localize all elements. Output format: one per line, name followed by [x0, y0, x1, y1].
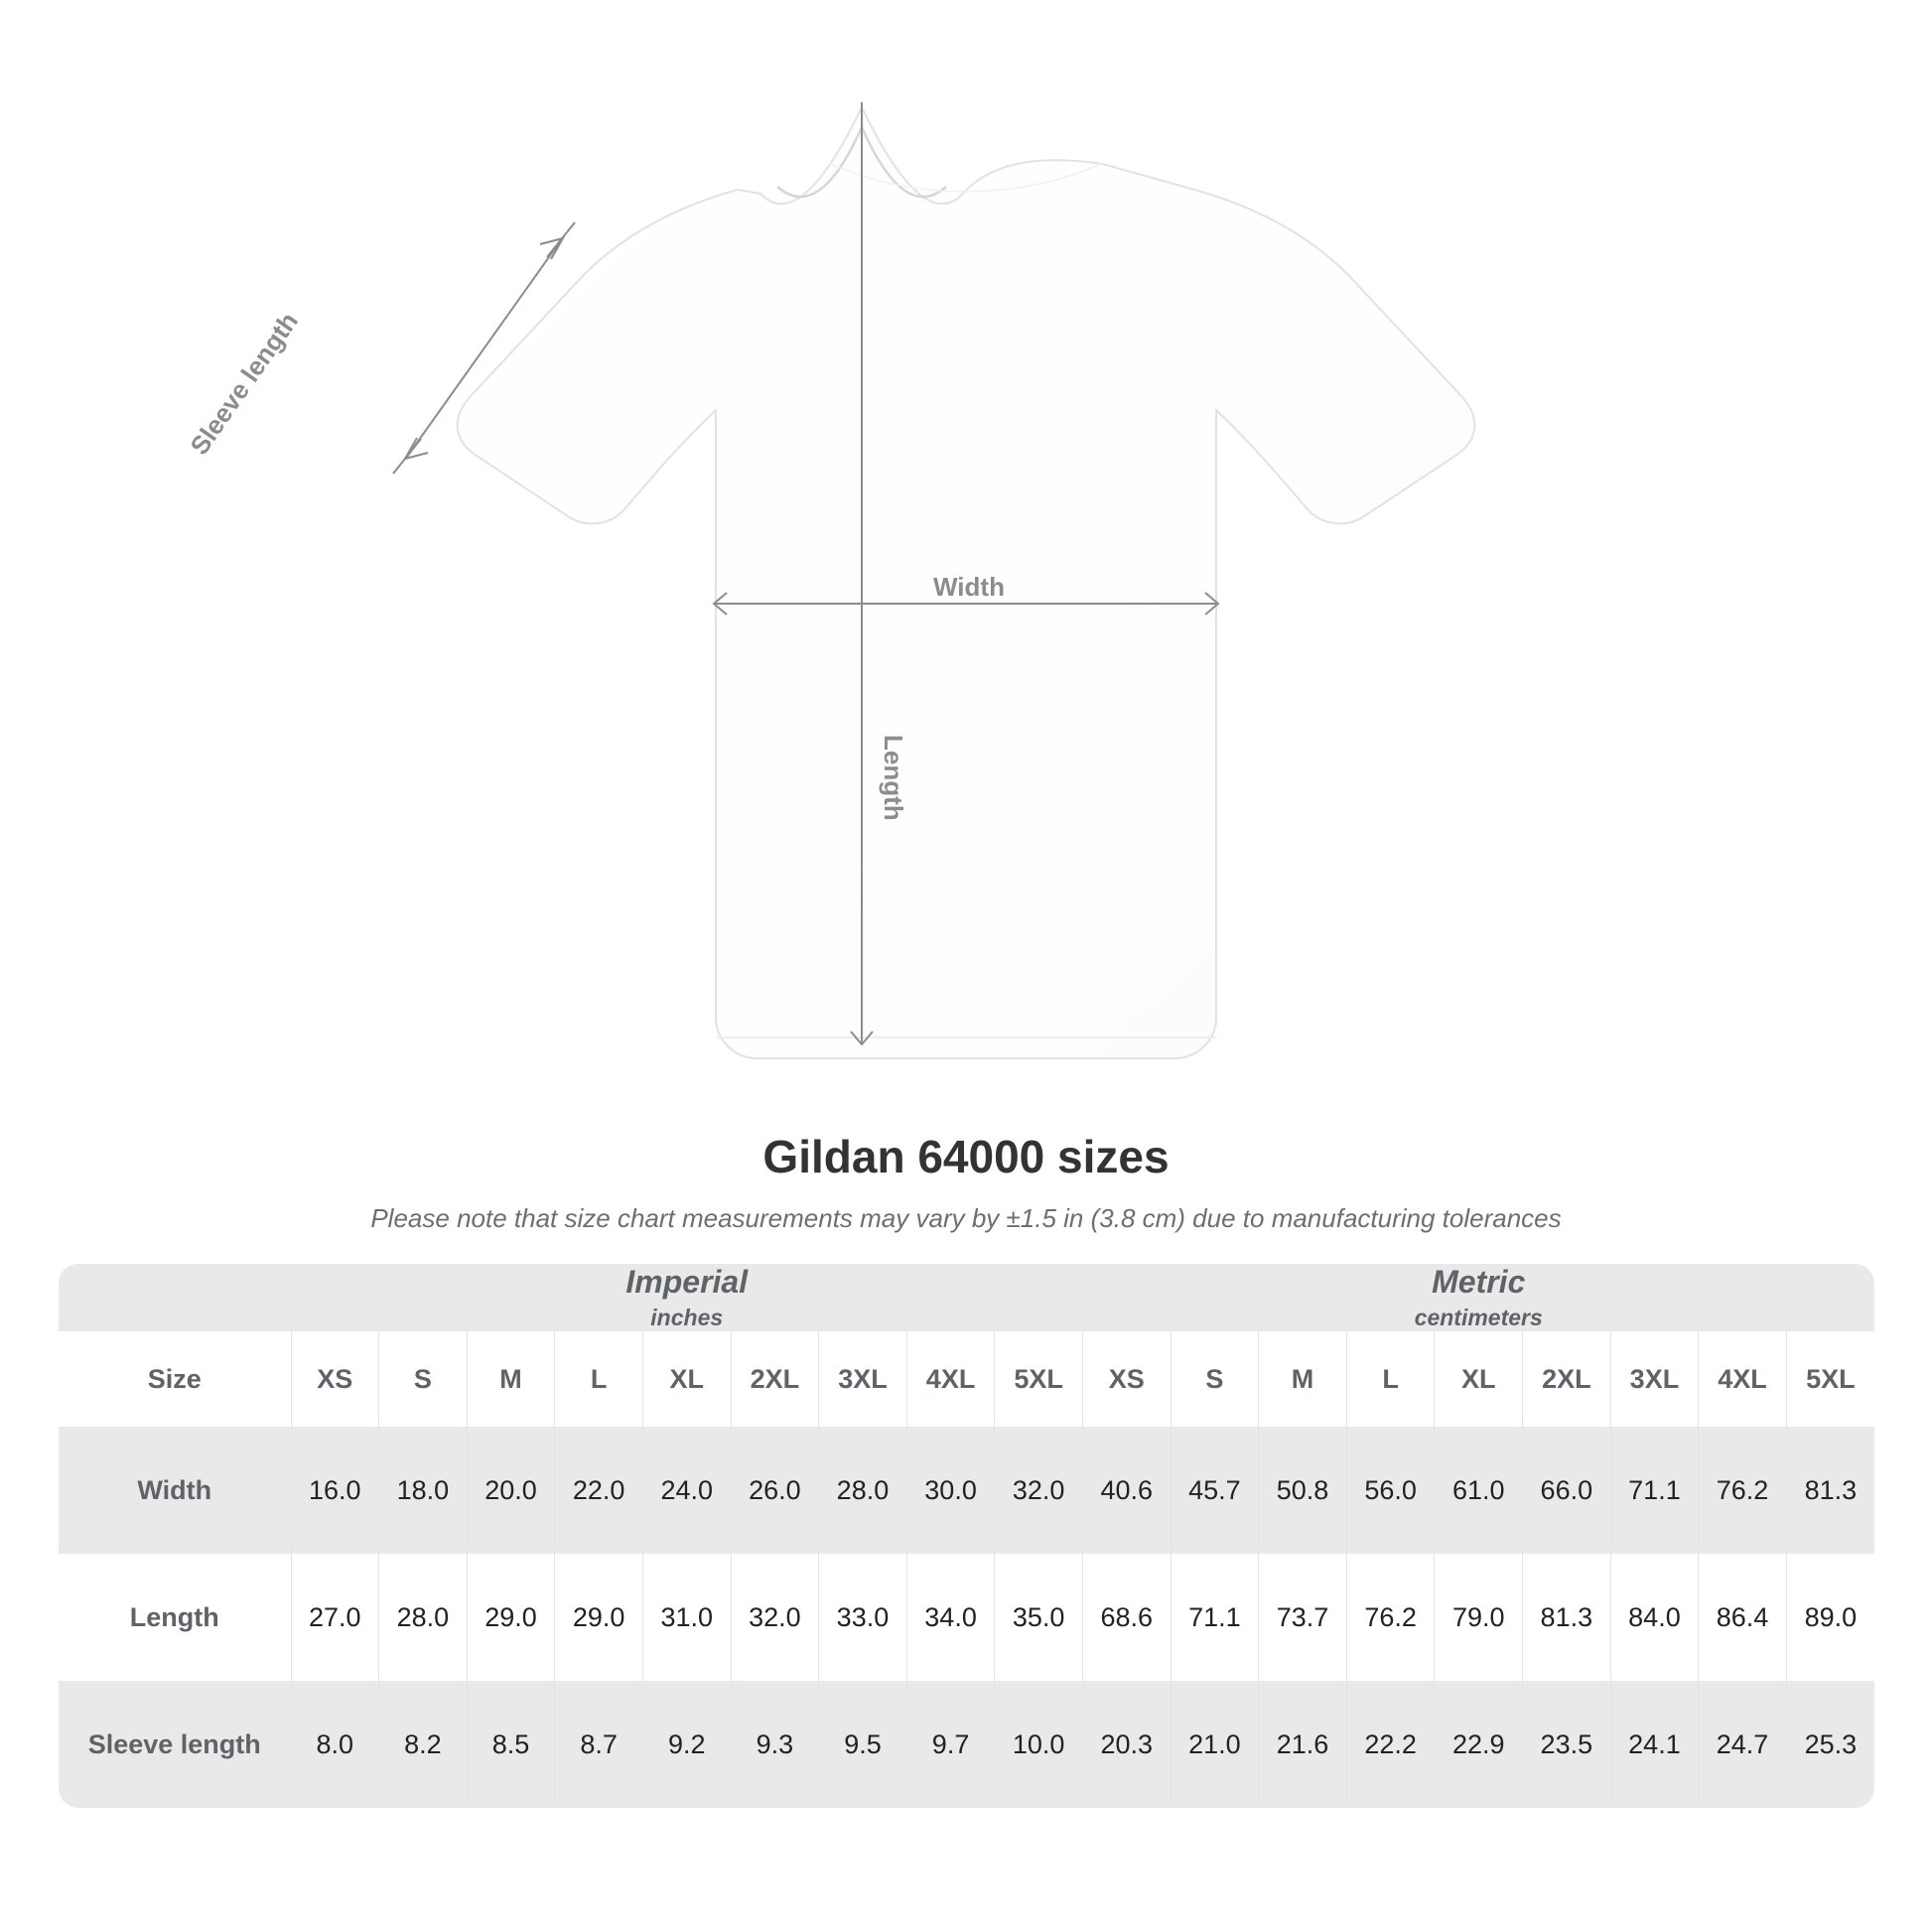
svg-text:Length: Length: [879, 735, 908, 821]
svg-text:Width: Width: [933, 572, 1005, 602]
svg-text:Sleeve length: Sleeve length: [184, 307, 304, 461]
